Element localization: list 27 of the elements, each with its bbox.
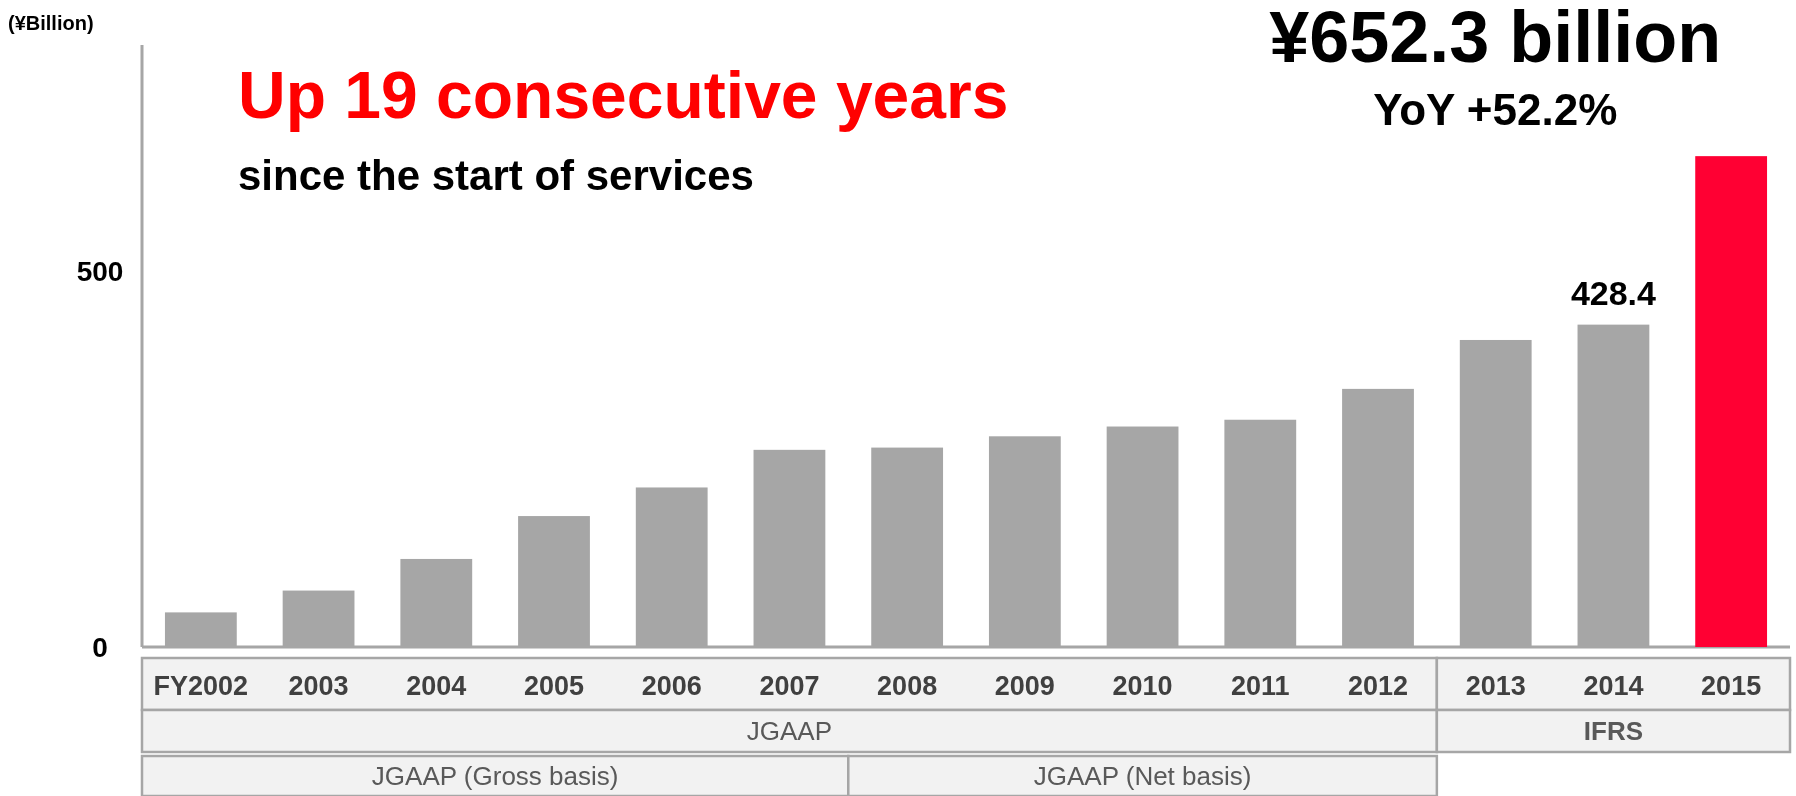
data-label: 428.4 <box>1570 273 1657 312</box>
x-tick-label: 2013 <box>1465 671 1526 702</box>
x-tick-label: 2009 <box>994 671 1055 702</box>
x-tick-label: 2010 <box>1112 671 1173 702</box>
x-tick-label: 2014 <box>1583 671 1644 702</box>
chart-title: Up 19 consecutive years <box>238 58 1009 132</box>
y-tick-label: 500 <box>76 255 124 287</box>
x-tick-label: 2006 <box>641 671 702 702</box>
text: JGAAP (Gross basis) <box>371 761 619 792</box>
text: since the start of services <box>238 152 754 199</box>
text: JGAAP <box>746 716 833 747</box>
annotation: ¥652.3 billion <box>1269 0 1722 77</box>
x-tick-label: 2015 <box>1701 671 1762 702</box>
x-tick-label: 2007 <box>759 671 820 702</box>
text: JGAAP (Net basis) <box>1033 761 1252 792</box>
x-tick-label: 2004 <box>406 671 467 702</box>
bar <box>1695 156 1768 647</box>
text: IFRS <box>1583 716 1644 747</box>
y-axis-title: (¥Billion) <box>8 12 94 34</box>
x-tick-label: 2012 <box>1347 671 1409 702</box>
x-tick-label: 2008 <box>877 671 938 702</box>
x-tick-label: 2003 <box>288 671 349 702</box>
annotation: YoY +52.2% <box>1373 85 1618 134</box>
y-tick-label: 0 <box>92 631 108 663</box>
x-tick-label: 2005 <box>523 671 585 702</box>
x-tick-label: 2011 <box>1231 671 1290 702</box>
x-tick-label: FY2002 <box>153 671 249 702</box>
